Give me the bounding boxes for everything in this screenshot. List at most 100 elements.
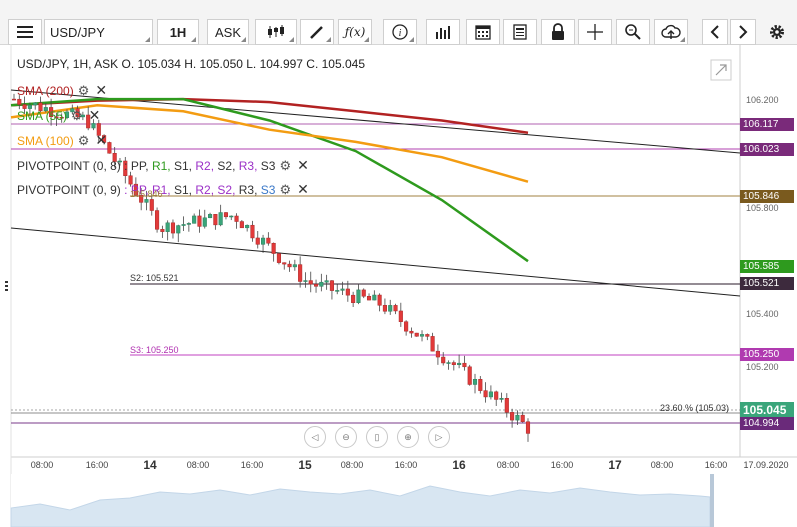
candle	[303, 272, 308, 288]
close-icon[interactable]: ✕	[297, 181, 309, 197]
candle	[335, 284, 340, 295]
zoom-in-button[interactable]: ⊕	[397, 426, 419, 448]
chart-toolbar: USD/JPY 1H ASK ƒ(x) i	[0, 0, 797, 45]
indicator-label: PIVOTPOINT (0, 8)	[17, 158, 121, 173]
scroll-right-button[interactable]	[730, 19, 756, 45]
lock-button[interactable]	[541, 19, 575, 45]
price-type-select[interactable]: ASK	[207, 19, 249, 45]
draw-tool-button[interactable]	[300, 19, 334, 45]
indicators-button[interactable]: ƒ(x)	[338, 19, 372, 45]
candle	[38, 96, 43, 113]
candle-body-up	[229, 215, 234, 218]
expand-icon[interactable]	[710, 59, 732, 81]
cloud-button[interactable]	[654, 19, 688, 45]
pivot-part: R2,	[195, 158, 215, 173]
candle	[80, 111, 85, 121]
candle-body-down	[155, 210, 160, 230]
close-icon[interactable]: ✕	[297, 157, 309, 173]
candle-body-down	[483, 390, 488, 398]
candle-body-up	[43, 107, 48, 112]
crosshair-button[interactable]	[578, 19, 612, 45]
lock-icon	[552, 23, 564, 40]
candle	[510, 408, 515, 428]
candle	[11, 93, 17, 101]
timeframe-value: 1H	[169, 24, 187, 40]
info-button[interactable]: i	[383, 19, 417, 45]
zoom-out-button[interactable]: ⊖	[335, 426, 357, 448]
navigator-handle[interactable]	[710, 474, 714, 527]
candle-body-down	[197, 215, 202, 227]
candle	[525, 418, 531, 442]
candle-body-down	[255, 237, 260, 245]
candle	[308, 271, 313, 293]
gear-icon[interactable]: ⚙	[279, 157, 292, 173]
chart-type-button[interactable]	[255, 19, 297, 45]
indicator-pivot-9[interactable]: PIVOTPOINT (0, 9) : PP, R1, S1, R2, S2, …	[17, 181, 309, 198]
candle	[186, 222, 191, 232]
price-label: 106.117	[740, 118, 794, 131]
candle-body-up	[33, 102, 38, 106]
zoom-out-icon: ⊖	[342, 431, 350, 442]
candle	[133, 177, 138, 197]
candle-body-down	[478, 379, 483, 391]
close-icon[interactable]: ✕	[95, 82, 108, 98]
candle-body-up	[117, 160, 123, 163]
time-tick: 16:00	[550, 460, 574, 470]
close-icon[interactable]: ✕	[88, 107, 101, 123]
chevron-left-icon: ◁	[311, 431, 319, 442]
gear-icon[interactable]: ⚙	[279, 181, 292, 197]
candle	[202, 209, 207, 229]
volume-button[interactable]	[426, 19, 460, 45]
candle	[282, 262, 287, 270]
settings-button[interactable]	[762, 19, 792, 45]
close-icon[interactable]: ✕	[95, 132, 108, 148]
candle-body-down	[287, 263, 292, 268]
candle	[451, 360, 456, 371]
candle	[478, 376, 483, 394]
gear-icon[interactable]: ⚙	[71, 107, 83, 123]
pan-right-button[interactable]: ▷	[428, 426, 450, 448]
candle	[102, 134, 107, 145]
candle	[298, 256, 303, 288]
indicator-sma-100[interactable]: SMA (100) ⚙ ✕	[17, 132, 107, 149]
pivot-part: S1,	[174, 182, 193, 197]
symbol-select[interactable]: USD/JPY	[44, 19, 153, 45]
pan-left-button[interactable]: ◁	[304, 426, 326, 448]
pivot-part: S2,	[217, 182, 236, 197]
gear-icon[interactable]: ⚙	[77, 132, 90, 148]
pencil-icon	[310, 26, 323, 39]
lower-trendline[interactable]	[10, 227, 741, 297]
indicator-sma-55[interactable]: SMA (55) ⚙ ✕	[17, 107, 100, 124]
candle	[483, 382, 488, 403]
candle-body-down	[54, 116, 59, 119]
moving-averages	[10, 97, 529, 263]
candle	[165, 220, 170, 241]
candle-body-up	[340, 288, 345, 291]
candle-body-down	[49, 107, 54, 118]
calendar-icon	[475, 25, 491, 40]
price-tick: 105.200	[746, 362, 779, 372]
zoom-button[interactable]	[616, 19, 650, 45]
fib-level-label: 23.60 % (105.03)	[660, 403, 730, 413]
candle-body-down	[504, 397, 509, 413]
indicator-sma-200[interactable]: SMA (200) ⚙ ✕	[17, 82, 107, 99]
drag-handle-icon[interactable]	[5, 281, 8, 291]
menu-button[interactable]	[8, 19, 42, 45]
candle-body-down	[112, 153, 117, 162]
template-button[interactable]	[503, 19, 537, 45]
scroll-left-button[interactable]	[702, 19, 728, 45]
candle-body-down	[382, 305, 387, 312]
candle-body-down	[398, 310, 403, 322]
reset-view-button[interactable]: ▯	[366, 426, 388, 448]
crosshair-icon	[587, 24, 603, 40]
candle	[425, 333, 430, 341]
candle-body-down	[435, 350, 440, 358]
gear-icon[interactable]: ⚙	[77, 82, 90, 98]
candle	[112, 147, 117, 168]
timeframe-select[interactable]: 1H	[157, 19, 199, 45]
indicator-pivot-8[interactable]: PIVOTPOINT (0, 8) : PP, R1, S1, R2, S2, …	[17, 157, 309, 174]
calendar-button[interactable]	[466, 19, 500, 45]
chevron-right-icon: ▷	[435, 431, 443, 442]
candle-body-up	[319, 281, 324, 287]
